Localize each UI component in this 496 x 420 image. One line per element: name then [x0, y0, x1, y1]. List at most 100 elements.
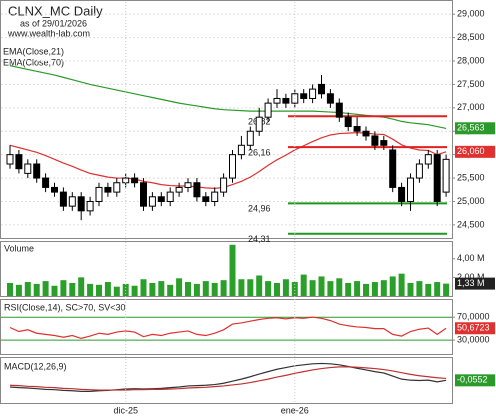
y-tick-label: 25,500: [457, 172, 485, 182]
candle-body: [282, 97, 290, 104]
y-tick-label: 70,0000: [457, 312, 490, 322]
volume-bar: [167, 284, 174, 296]
y-tick-label: 28,000: [457, 55, 485, 65]
panel-title: Volume: [4, 243, 34, 253]
volume-bar: [220, 280, 227, 296]
value-tag-label: 50,6723: [457, 323, 490, 333]
candle-body: [389, 149, 397, 188]
volume-bar: [96, 284, 102, 296]
volume-bar: [327, 281, 334, 296]
candle-body: [407, 177, 414, 202]
legend-entry: EMA(Close,70): [3, 57, 64, 67]
level-label: 24,96: [248, 204, 271, 214]
volume-bar: [104, 282, 111, 296]
candle-body: [309, 88, 317, 99]
line: [9, 316, 447, 340]
y-tick-label: 29,000: [457, 9, 485, 19]
candle-body: [229, 154, 236, 179]
candle-body: [362, 130, 370, 137]
candle-body: [353, 126, 361, 132]
value-tag: [455, 145, 495, 158]
value-tag-label: 26,060: [457, 146, 485, 156]
y-tick-label: 25,000: [457, 196, 485, 206]
subtitle: as of 29/01/2026: [20, 18, 87, 28]
value-tag-label: -0,0552: [457, 375, 488, 385]
volume-bar: [87, 283, 94, 296]
volume-bar: [158, 281, 165, 296]
volume-bar: [202, 281, 209, 296]
candle-body: [273, 97, 281, 104]
volume-bar: [149, 282, 156, 296]
candle-body: [318, 83, 325, 95]
candle-body: [193, 182, 201, 198]
volume-bar: [300, 274, 307, 296]
y-tick-label: 4,00 M: [457, 253, 485, 263]
volume-bar: [247, 279, 254, 296]
volume-bar: [282, 279, 289, 296]
volume-bar: [416, 281, 423, 296]
volume-bar: [407, 282, 414, 296]
candle-body: [326, 93, 334, 104]
volume-bar: [434, 282, 441, 296]
volume-bar: [265, 281, 272, 296]
line: [9, 362, 447, 393]
candle-body: [15, 154, 23, 170]
candle-body: [202, 196, 210, 202]
volume-bar: [380, 280, 387, 296]
candle-body: [77, 196, 85, 212]
candle-body: [398, 186, 406, 202]
candle-body: [131, 177, 139, 184]
value-tag: [455, 122, 495, 135]
value-tag: [455, 374, 495, 387]
volume-bar: [398, 273, 405, 296]
level-label: 24,31: [248, 234, 271, 244]
y-tick-label: 28,500: [457, 32, 485, 42]
candle-body: [86, 200, 94, 212]
volume-bar: [371, 282, 378, 296]
candle-body: [166, 191, 174, 202]
candle-body: [415, 163, 423, 179]
candle-body: [264, 102, 272, 118]
volume-bar: [131, 285, 138, 296]
panel-title: MACD(12,26,9): [4, 361, 67, 371]
volume-bar: [51, 285, 58, 296]
candle-body: [113, 182, 121, 193]
volume-bar: [24, 282, 31, 296]
candle-body: [68, 196, 76, 207]
candle-body: [59, 191, 67, 207]
volume-bar: [389, 276, 396, 296]
candle-body: [380, 140, 388, 146]
y-tick-label: 2,00 M: [457, 272, 485, 282]
candle-body: [371, 135, 379, 146]
candle-body: [157, 196, 165, 202]
volume-bar: [256, 275, 263, 296]
volume-bar: [69, 282, 76, 296]
volume-bar: [363, 283, 369, 296]
volume-bar: [122, 283, 129, 296]
price-panel: [0, 0, 453, 239]
candle-body: [95, 186, 103, 202]
volume-bar: [140, 279, 147, 296]
value-tag-label: 1,33 M: [457, 278, 485, 288]
candle-body: [237, 144, 245, 156]
x-tick-label: dic-25: [113, 405, 138, 415]
volume-panel: [0, 241, 453, 297]
candle-body: [33, 163, 41, 179]
source: www.wealth-lab.com: [7, 28, 90, 38]
candle-body: [300, 93, 308, 99]
volume-bar: [425, 283, 432, 296]
volume-bar: [336, 278, 343, 296]
volume-bar: [78, 277, 85, 296]
value-tag-label: 26,563: [457, 123, 485, 133]
volume-bar: [7, 282, 13, 296]
volume-bar: [309, 280, 316, 296]
candle-body: [220, 177, 228, 193]
value-tag: [455, 277, 495, 290]
candle-body: [246, 130, 254, 146]
volume-bar: [60, 280, 67, 296]
candle-body: [42, 177, 50, 188]
level-label: 26,16: [248, 148, 271, 158]
volume-bar: [274, 282, 280, 296]
volume-bar: [229, 244, 236, 296]
